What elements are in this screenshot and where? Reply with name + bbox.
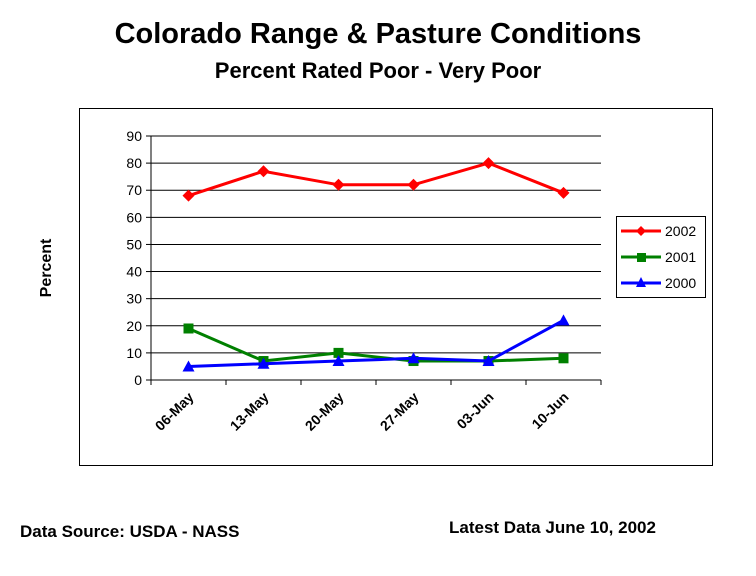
y-tick-label: 0	[134, 372, 142, 388]
data-point-2000	[407, 352, 420, 364]
data-point-2000	[182, 360, 195, 372]
data-point-2002	[407, 178, 420, 191]
data-point-2002	[257, 165, 270, 178]
data-point-2002	[182, 189, 195, 202]
y-tick-label: 90	[126, 128, 142, 144]
data-point-2001	[333, 347, 344, 358]
legend-label: 2001	[665, 249, 697, 265]
plot-frame	[79, 108, 713, 466]
x-tick-label: 06-May	[152, 389, 197, 434]
legend-item-2001: 2001	[617, 247, 705, 267]
x-tick-label: 13-May	[227, 389, 272, 434]
chart-title: Colorado Range & Pasture Conditions	[114, 18, 642, 50]
y-tick-label: 30	[126, 291, 142, 307]
data-source-text: Data Source: USDA - NASS	[20, 522, 240, 541]
y-axis-label: Percent	[38, 238, 55, 298]
y-tick-label: 50	[126, 236, 142, 252]
series-line-2001	[187, 327, 564, 363]
legend-item-2000: 2000	[617, 273, 705, 293]
x-tick-label: 20-May	[302, 389, 347, 434]
data-point-2000	[557, 314, 570, 326]
legend-label: 2000	[665, 275, 697, 291]
legend-swatch	[621, 277, 661, 287]
data-point-2001	[183, 323, 194, 334]
data-point-2002	[482, 157, 495, 170]
legend: 2002 2001 2000	[616, 216, 706, 298]
y-tick-label: 20	[126, 318, 142, 334]
y-tick-label: 10	[126, 345, 142, 361]
series-line-2000	[188, 319, 565, 368]
legend-item-2002: 2002	[617, 221, 705, 241]
x-tick-label: 27-May	[377, 389, 422, 434]
data-point-2002	[557, 186, 570, 199]
data-point-2000	[332, 355, 345, 367]
y-tick-label: 40	[126, 264, 142, 280]
data-point-2002	[332, 178, 345, 191]
data-point-2000	[257, 357, 270, 369]
legend-label: 2002	[665, 223, 697, 239]
chart-subtitle: Percent Rated Poor - Very Poor	[214, 58, 542, 83]
series-line-2002	[188, 161, 565, 198]
data-point-2000	[482, 355, 495, 367]
legend-swatch	[621, 226, 661, 236]
y-tick-label: 60	[126, 209, 142, 225]
x-tick-label: 10-Jun	[528, 389, 571, 432]
y-tick-label: 80	[126, 155, 142, 171]
legend-swatch	[621, 253, 661, 262]
x-tick-label: 03-Jun	[453, 389, 496, 432]
latest-data-text: Latest Data June 10, 2002	[449, 518, 656, 537]
data-point-2001	[558, 353, 569, 364]
y-tick-label: 70	[126, 182, 142, 198]
